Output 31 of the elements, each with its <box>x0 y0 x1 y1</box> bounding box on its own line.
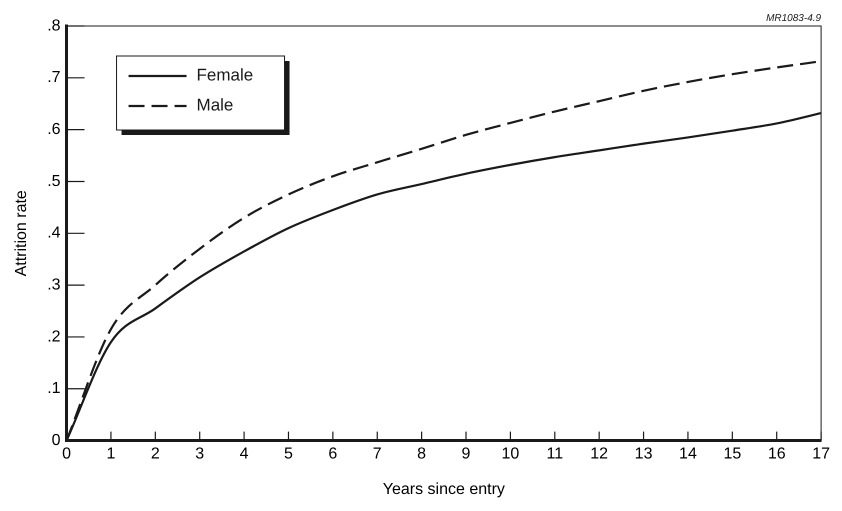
y-tick-label: .3 <box>47 276 61 294</box>
x-tick-label: 16 <box>768 446 786 463</box>
x-tick-label: 10 <box>502 446 520 463</box>
y-tick-label: 0 <box>52 432 61 450</box>
x-tick-label: 12 <box>590 446 608 463</box>
y-tick-label: .6 <box>47 121 61 138</box>
x-tick-label: 11 <box>546 446 564 463</box>
x-tick-label: 1 <box>106 446 116 463</box>
y-tick-label: .5 <box>47 172 61 190</box>
x-tick-label: 6 <box>328 446 338 463</box>
legend-label: Female <box>196 66 254 85</box>
y-tick-label: .1 <box>47 380 61 398</box>
x-tick-label: 17 <box>812 446 830 463</box>
text: MR1083-4.9 <box>766 12 822 24</box>
x-tick-label: 7 <box>372 446 382 463</box>
x-tick-label: 4 <box>240 446 249 463</box>
x-tick-label: 3 <box>195 446 204 463</box>
y-tick-label: .7 <box>47 69 61 86</box>
x-tick-label: 15 <box>723 446 742 463</box>
x-tick-label: 13 <box>634 446 653 463</box>
x-tick-label: 5 <box>284 446 294 463</box>
legend-label: Male <box>196 96 234 115</box>
x-axis-title: Years since entry <box>382 480 505 498</box>
y-tick-label: .8 <box>47 17 61 34</box>
y-axis-title: Attrition rate <box>13 190 30 276</box>
y-tick-label: .4 <box>47 224 61 242</box>
x-tick-label: 8 <box>417 446 426 463</box>
y-tick-label: .2 <box>47 328 61 346</box>
x-tick-label: 14 <box>679 446 697 463</box>
x-tick-label: 9 <box>462 446 471 463</box>
x-tick-label: 2 <box>150 446 160 463</box>
